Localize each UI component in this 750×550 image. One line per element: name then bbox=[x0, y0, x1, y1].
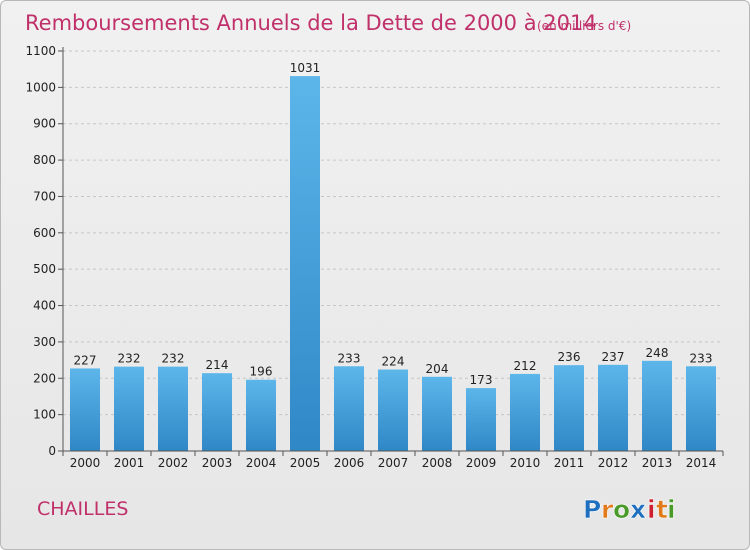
y-tick-label: 700 bbox=[33, 189, 56, 203]
value-label-2007: 224 bbox=[382, 355, 405, 369]
y-tick-label: 300 bbox=[33, 335, 56, 349]
bar-2010 bbox=[510, 373, 540, 451]
logo-letter: i bbox=[667, 495, 676, 524]
x-tick-label: 2004 bbox=[246, 456, 277, 470]
value-label-2001: 232 bbox=[118, 352, 141, 366]
bar-2003 bbox=[202, 373, 232, 451]
chart-unit-note: (en milliers d'€) bbox=[537, 19, 631, 33]
y-tick-label: 0 bbox=[48, 444, 56, 458]
x-tick-label: 2012 bbox=[598, 456, 629, 470]
city-name: CHAILLES bbox=[37, 498, 128, 520]
bar-2012 bbox=[598, 364, 628, 451]
value-label-2002: 232 bbox=[162, 352, 185, 366]
value-label-2014: 233 bbox=[690, 351, 713, 365]
x-tick-label: 2001 bbox=[114, 456, 145, 470]
y-tick-label: 800 bbox=[33, 153, 56, 167]
bar-2005 bbox=[290, 76, 320, 451]
value-label-2004: 196 bbox=[250, 365, 273, 379]
y-axis: 0 100 200 300 400 500 600 700 800 900 1000 1100 bbox=[25, 44, 64, 458]
value-label-2003: 214 bbox=[206, 358, 229, 372]
bar-2000 bbox=[70, 368, 100, 451]
x-axis: 2000 2001 2002 2003 2004 2005 2006 2007 2008 2009… bbox=[62, 450, 724, 470]
logo-letter: r bbox=[601, 495, 614, 524]
bar-2001 bbox=[114, 366, 144, 451]
value-label-2013: 248 bbox=[646, 346, 669, 360]
logo-letter: P bbox=[583, 495, 601, 524]
value-label-2009: 173 bbox=[470, 373, 493, 387]
chart-title: Remboursements Annuels de la Dette de 20… bbox=[25, 11, 597, 35]
x-tick-label: 2007 bbox=[378, 456, 409, 470]
bar-2007 bbox=[378, 369, 408, 451]
logo-letter: i bbox=[647, 495, 656, 524]
x-tick-label: 2005 bbox=[290, 456, 321, 470]
value-label-2011: 236 bbox=[558, 350, 581, 364]
bar-2011 bbox=[554, 365, 584, 451]
logo-letter: o bbox=[613, 495, 630, 524]
y-tick-label: 500 bbox=[33, 262, 56, 276]
bar-2013 bbox=[642, 360, 672, 451]
bars-group: 227 232 232 214 196 1031 233 224 204 173 212 236 237… bbox=[70, 61, 716, 451]
value-label-2005: 1031 bbox=[290, 61, 321, 75]
y-tick-label: 100 bbox=[33, 408, 56, 422]
y-tick-label: 200 bbox=[33, 371, 56, 385]
bar-2004 bbox=[246, 379, 276, 451]
x-tick-label: 2013 bbox=[642, 456, 673, 470]
x-tick-label: 2008 bbox=[422, 456, 453, 470]
logo-letter: t bbox=[656, 495, 668, 524]
x-tick-label: 2002 bbox=[158, 456, 189, 470]
y-tick-label: 900 bbox=[33, 117, 56, 131]
x-tick-label: 2011 bbox=[554, 456, 585, 470]
bar-2008 bbox=[422, 376, 452, 451]
y-tick-label: 1000 bbox=[25, 80, 56, 94]
bar-2009 bbox=[466, 388, 496, 451]
value-label-2006: 233 bbox=[338, 351, 361, 365]
bar-2002 bbox=[158, 366, 188, 451]
x-tick-label: 2010 bbox=[510, 456, 541, 470]
bar-2014 bbox=[686, 366, 716, 451]
y-tick-label: 1100 bbox=[25, 44, 56, 58]
x-tick-label: 2000 bbox=[70, 456, 101, 470]
value-label-2008: 204 bbox=[426, 362, 449, 376]
value-label-2010: 212 bbox=[514, 359, 537, 373]
x-tick-label: 2006 bbox=[334, 456, 365, 470]
x-tick-label: 2003 bbox=[202, 456, 233, 470]
x-tick-label: 2009 bbox=[466, 456, 497, 470]
value-label-2000: 227 bbox=[74, 353, 97, 367]
x-tick-label: 2014 bbox=[686, 456, 717, 470]
y-tick-label: 400 bbox=[33, 299, 56, 313]
value-label-2012: 237 bbox=[602, 350, 625, 364]
logo-letter: x bbox=[630, 495, 646, 524]
y-tick-label: 600 bbox=[33, 226, 56, 240]
bar-2006 bbox=[334, 366, 364, 451]
